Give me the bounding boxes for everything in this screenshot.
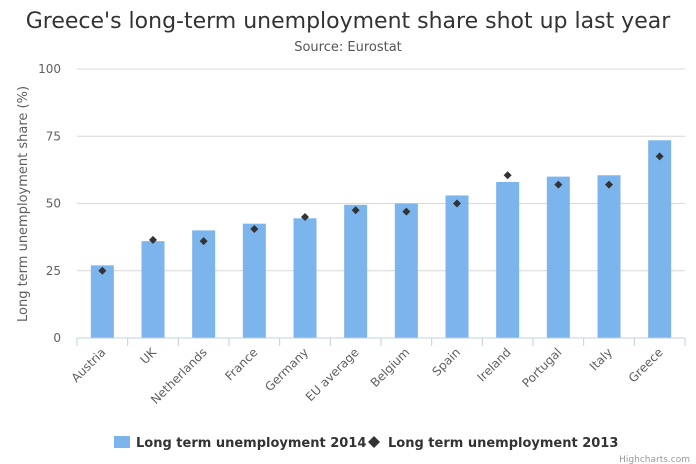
grid: [77, 68, 685, 339]
bar-2014[interactable]: [90, 265, 114, 338]
x-tick-label: Ireland: [475, 345, 514, 384]
marker-2013[interactable]: [402, 207, 411, 216]
bar-2014[interactable]: [546, 176, 570, 338]
bar-2014[interactable]: [597, 175, 621, 338]
bar-2014[interactable]: [648, 140, 672, 338]
bars-2014: [90, 140, 672, 339]
legend[interactable]: Long term unemployment 2014 Long term un…: [114, 436, 618, 451]
marker-2013[interactable]: [453, 199, 461, 208]
y-tick-label: 25: [46, 264, 61, 278]
y-axis-label: Long term unemployment share (%): [16, 86, 31, 322]
markers-2013: [98, 152, 664, 275]
bar-2014[interactable]: [293, 218, 317, 338]
marker-2013[interactable]: [250, 225, 259, 234]
y-tick-label: 0: [53, 331, 61, 345]
marker-2013[interactable]: [301, 212, 309, 221]
x-axis: [76, 337, 686, 346]
marker-2013[interactable]: [351, 206, 360, 215]
y-tick-label: 50: [46, 197, 61, 211]
credits[interactable]: Highcharts.com: [619, 455, 690, 464]
marker-2013[interactable]: [199, 237, 208, 246]
bar-2014[interactable]: [192, 230, 216, 338]
x-tick-label: Spain: [430, 345, 464, 379]
bar-2014[interactable]: [445, 195, 469, 338]
chart-subtitle: Source: Eurostat: [294, 40, 402, 55]
bar-2014[interactable]: [394, 203, 418, 339]
x-tick-label: EU average: [303, 345, 362, 404]
x-tick-label: Greece: [626, 345, 666, 385]
marker-2013[interactable]: [98, 266, 107, 275]
x-tick-label: Austria: [69, 345, 109, 385]
bar-2014[interactable]: [496, 181, 520, 338]
legend-bar-swatch: [114, 436, 130, 448]
marker-2013[interactable]: [554, 180, 563, 189]
x-tick-label: UK: [137, 344, 159, 366]
x-tick-label: Belgium: [368, 345, 413, 390]
y-tick-label: 75: [46, 129, 61, 143]
x-tick-label: Germany: [262, 345, 311, 394]
marker-2013[interactable]: [655, 152, 664, 161]
y-tick-label: 100: [38, 62, 61, 76]
legend-item-2014[interactable]: Long term unemployment 2014: [136, 436, 366, 451]
y-axis-ticks: 0 25 50 75 100: [38, 62, 61, 345]
marker-2013[interactable]: [149, 235, 157, 244]
bar-2014[interactable]: [344, 204, 368, 338]
x-tick-label: France: [222, 345, 260, 383]
legend-item-2013[interactable]: Long term unemployment 2013: [388, 436, 618, 451]
x-tick-label: Portugal: [519, 345, 564, 390]
bar-2014[interactable]: [242, 223, 266, 338]
marker-2013[interactable]: [605, 180, 613, 189]
x-tick-label: Italy: [587, 345, 615, 373]
chart-title: Greece's long-term unemployment share sh…: [26, 9, 671, 34]
legend-diamond-icon: [368, 436, 380, 448]
marker-2013[interactable]: [503, 171, 512, 180]
bar-2014[interactable]: [141, 241, 165, 338]
